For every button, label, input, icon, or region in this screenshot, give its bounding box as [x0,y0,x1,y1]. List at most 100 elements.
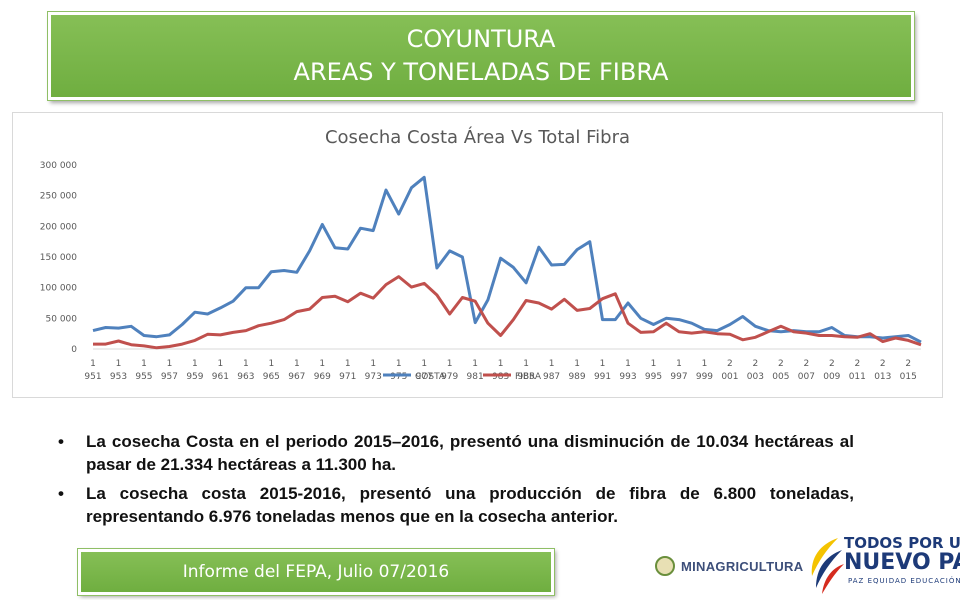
x-tick-label: 997 [670,372,687,382]
bullet-item: • La cosecha costa 2015-2016, presentó u… [58,482,854,528]
x-tick-label-top: 2 [829,359,835,369]
flag-swoosh-icon [811,538,844,594]
x-tick-label-top: 1 [345,359,351,369]
x-tick-label-top: 1 [192,359,198,369]
footer-label: Informe del FEPA, Julio 07/2016 [182,562,450,582]
x-tick-label-top: 1 [651,359,657,369]
x-tick-label: 955 [135,372,152,382]
x-tick-label: 951 [84,372,101,382]
y-tick-label: 250 000 [40,192,77,202]
x-tick-label-top: 1 [523,359,529,369]
x-tick-label-top: 1 [396,359,402,369]
x-tick-label: 995 [645,372,662,382]
y-tick-label: 0 [71,345,77,355]
x-tick-label: 983 [492,372,509,382]
x-tick-label-top: 1 [447,359,453,369]
x-tick-label-top: 2 [854,359,860,369]
x-tick-label: 965 [263,372,280,382]
y-tick-label: 150 000 [40,253,77,263]
x-tick-label: 011 [849,372,866,382]
x-tick-label-top: 1 [141,359,147,369]
x-tick-label-top: 1 [600,359,606,369]
x-tick-label-top: 1 [421,359,427,369]
x-tick-label-top: 1 [574,359,580,369]
series-line-costa [92,175,922,344]
x-tick-label-top: 1 [549,359,555,369]
x-tick-label: 967 [288,372,305,382]
gov-logo-line-3: PAZ EQUIDAD EDUCACIÓN [848,577,960,585]
line-chart: 0 50 000 100 000 150 000 200 000 250 000 300 0… [40,161,922,382]
series-line-fibra [93,275,922,350]
x-tick-label-top: 1 [268,359,274,369]
x-tick-label: 975 [390,372,407,382]
footer-banner: Informe del FEPA, Julio 07/2016 [78,549,554,595]
x-tick-label-top: 1 [625,359,631,369]
x-tick-label: 977 [416,372,433,382]
x-tick-label: 993 [619,372,636,382]
x-tick-label: 013 [874,372,891,382]
bullet-text: La cosecha Costa en el periodo 2015–2016… [86,432,854,474]
x-tick-label: 985 [518,372,535,382]
x-tick-label-top: 1 [167,359,173,369]
y-tick-label: 100 000 [40,284,77,294]
x-tick-label: 999 [696,372,713,382]
x-tick-label-top: 1 [472,359,478,369]
x-tick-label: 989 [568,372,585,382]
x-tick-label: 953 [110,372,127,382]
x-tick-label-top: 1 [243,359,249,369]
y-tick-label: 300 000 [40,161,77,171]
x-tick-label-top: 1 [370,359,376,369]
x-tick-label: 005 [772,372,789,382]
minagricultura-text: MINAGRICULTURA [681,558,804,574]
x-tick-label: 003 [747,372,764,382]
legend-label: FIBRA [515,372,542,382]
x-tick-label-top: 1 [90,359,96,369]
government-logo: TODOS POR UN NUEVO PAÍS PAZ EQUIDAD EDUC… [800,530,960,600]
bullet-icon: • [58,484,64,503]
gov-logo-line-2: NUEVO PAÍS [844,550,960,575]
x-tick-label-top: 2 [803,359,809,369]
x-tick-label: 969 [314,372,331,382]
x-tick-label: 963 [237,372,254,382]
bullet-icon: • [58,432,64,451]
x-tick-label-top: 2 [753,359,759,369]
coat-of-arms-icon [655,556,675,576]
x-tick-label-top: 1 [676,359,682,369]
x-tick-label-top: 1 [294,359,300,369]
x-tick-label: 007 [798,372,815,382]
x-tick-label: 991 [594,372,611,382]
x-tick-label-top: 1 [319,359,325,369]
x-tick-label: 957 [161,372,178,382]
x-tick-label: 979 [441,372,458,382]
legend-label: COSTA [415,372,446,382]
x-tick-label: 015 [900,372,917,382]
gov-logo-line-1: TODOS POR UN [844,534,960,552]
bullet-text: La cosecha costa 2015-2016, presentó una… [86,484,854,526]
x-tick-label: 987 [543,372,560,382]
y-tick-label: 200 000 [40,222,77,232]
x-tick-label: 009 [823,372,840,382]
bullet-list: • La cosecha Costa en el periodo 2015–20… [58,430,854,534]
x-tick-label-top: 2 [727,359,733,369]
x-tick-label: 971 [339,372,356,382]
x-tick-label-top: 1 [702,359,708,369]
x-tick-label: 973 [365,372,382,382]
title-banner: COYUNTURA AREAS Y TONELADAS DE FIBRA [48,12,914,100]
y-tick-label: 50 000 [46,314,78,324]
chart-frame: Cosecha Costa Área Vs Total Fibra 0 50 00… [12,112,943,398]
title-line-1: COYUNTURA [406,25,556,53]
x-tick-label-top: 1 [218,359,224,369]
x-tick-label-top: 1 [498,359,504,369]
x-tick-label-top: 2 [905,359,911,369]
x-tick-label: 959 [186,372,203,382]
chart-title: Cosecha Costa Área Vs Total Fibra [324,127,631,148]
x-tick-label: 981 [467,372,484,382]
x-tick-label-top: 2 [880,359,886,369]
minagricultura-logo: MINAGRICULTURA [655,556,803,576]
title-line-2: AREAS Y TONELADAS DE FIBRA [293,58,669,86]
bullet-item: • La cosecha Costa en el periodo 2015–20… [58,430,854,476]
x-tick-label: 001 [721,372,738,382]
x-tick-label: 961 [212,372,229,382]
x-tick-label-top: 1 [116,359,122,369]
